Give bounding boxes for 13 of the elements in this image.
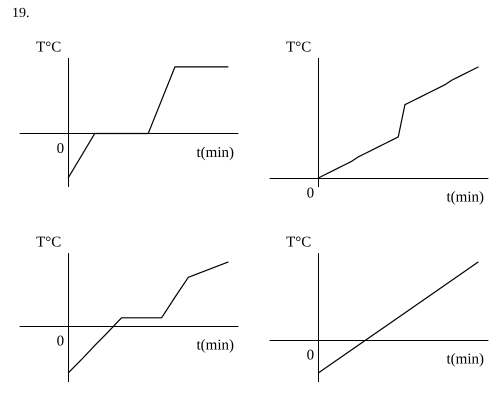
- x-axis-title: t(min): [196, 144, 234, 161]
- x-axis-title: t(min): [446, 352, 484, 368]
- y-axis-title: T°C: [36, 40, 62, 56]
- annotation: 0: [306, 348, 314, 364]
- x-axis-title: t(min): [196, 338, 234, 354]
- y-axis-title: T°C: [286, 234, 312, 250]
- x-axis-title: t(min): [446, 190, 484, 206]
- annotation: 0: [56, 140, 64, 157]
- annotation: 0: [56, 334, 64, 350]
- y-axis-title: T°C: [36, 234, 62, 250]
- y-axis-title: T°C: [286, 40, 312, 56]
- chart-title: 19.: [12, 6, 30, 22]
- text: 0: [306, 186, 314, 202]
